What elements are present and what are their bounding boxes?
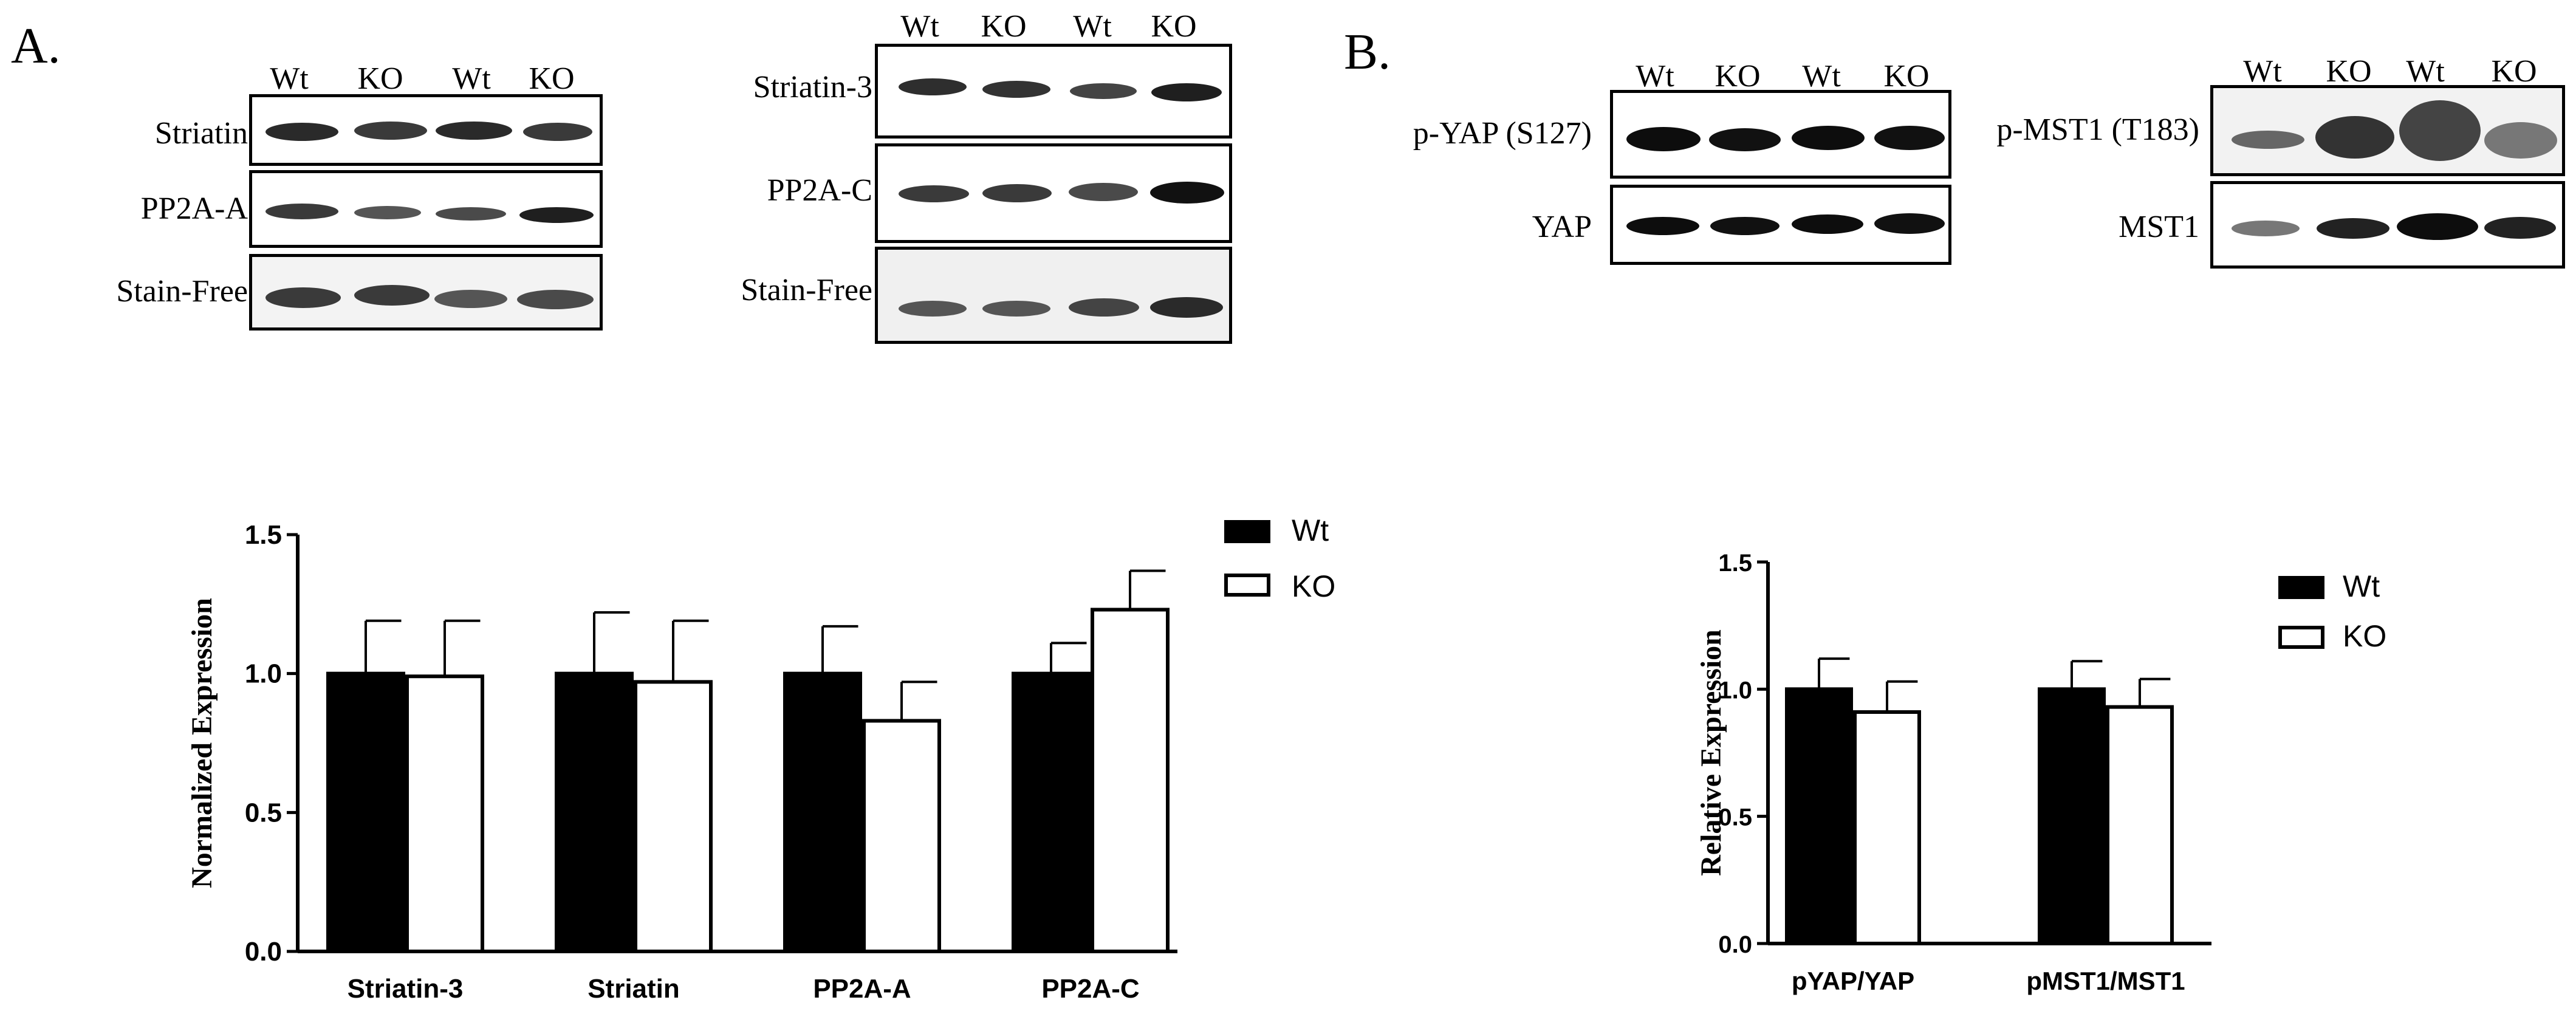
blot-strip-striatin [249, 94, 603, 166]
lane-label: Wt [452, 61, 491, 96]
y-axis-label: Relative Expression [1695, 629, 1727, 876]
panel-a-letter: A. [11, 18, 61, 74]
category-label: pYAP/YAP [1792, 967, 1914, 995]
row-label: Stain-Free [741, 273, 872, 307]
panel-b-letter: B. [1344, 24, 1391, 80]
y-tick-label: 1.5 [1718, 550, 1752, 577]
row-label: p-YAP (S127) [1413, 116, 1592, 151]
lane-label: Wt [2406, 54, 2445, 89]
row-label: p-MST1 (T183) [1996, 112, 2199, 147]
category-label: Striatin-3 [348, 974, 464, 1004]
row-label: Striatin-3 [753, 70, 872, 104]
row-label: PP2A-A [140, 191, 248, 226]
blot-strip-yap [1610, 185, 1951, 265]
category-label: PP2A-A [813, 974, 911, 1004]
lane-label: Wt [1073, 9, 1112, 44]
y-tick-label: 0.0 [1718, 931, 1752, 958]
row-label: MST1 [2119, 210, 2199, 244]
bar-wt [783, 671, 862, 953]
bar-ko [1091, 608, 1170, 953]
legend-label-ko: KO [1292, 569, 1336, 603]
y-tick-label: 1.0 [1718, 677, 1752, 704]
legend-swatch-wt [1224, 520, 1270, 543]
legend-label-ko: KO [2343, 619, 2387, 653]
row-label: PP2A-C [767, 173, 872, 208]
lane-label: KO [1151, 9, 1197, 44]
lane-label: Wt [1802, 59, 1841, 94]
bar-wt [555, 671, 634, 953]
row-label: YAP [1532, 210, 1592, 244]
lane-label: KO [1714, 59, 1761, 94]
y-tick-label: 1.5 [245, 520, 282, 550]
category-label: PP2A-C [1041, 974, 1139, 1004]
bar-wt [1012, 671, 1091, 953]
legend-swatch-wt [2278, 576, 2324, 599]
legend-label-wt: Wt [2343, 569, 2380, 603]
lane-label: Wt [900, 9, 939, 44]
blot-strip-mst1 [2210, 181, 2565, 269]
lane-label: Wt [2243, 54, 2282, 89]
category-label: pMST1/MST1 [2026, 967, 2185, 995]
bar-ko [1853, 710, 1921, 945]
lane-label: Wt [270, 61, 309, 96]
y-tick-label: 1.0 [245, 659, 282, 689]
bar-ko [634, 680, 713, 954]
lane-label: KO [1883, 59, 1930, 94]
y-axis-label: Normalized Expression [186, 598, 218, 888]
row-label: Stain-Free [116, 274, 248, 309]
lane-label: Wt [1636, 59, 1674, 94]
bar-ko [862, 719, 941, 953]
bar-ko [405, 674, 484, 953]
y-tick-label: 0.0 [245, 937, 282, 967]
blot-strip-stain-free [249, 254, 603, 331]
legend-label-wt: Wt [1292, 513, 1329, 547]
bar-wt [1785, 687, 1853, 946]
lane-label: KO [357, 61, 403, 96]
bar-wt [326, 671, 405, 953]
lane-label: KO [2326, 54, 2372, 89]
lane-label: KO [2491, 54, 2537, 89]
blot-strip-stain-free [875, 247, 1232, 344]
row-label: Striatin [154, 116, 248, 151]
y-tick-label: 0.5 [245, 798, 282, 827]
blot-strip-pp2a-c [875, 143, 1232, 243]
bar-wt [2038, 687, 2106, 946]
lane-label: KO [529, 61, 575, 96]
blot-strip-p-yap [1610, 90, 1951, 179]
legend-swatch-ko [2278, 626, 2324, 649]
lane-label: KO [981, 9, 1027, 44]
blot-strip-p-mst1 [2210, 85, 2565, 176]
bar-ko [2106, 705, 2174, 945]
blot-strip-striatin-3 [875, 44, 1232, 139]
y-tick-label: 0.5 [1718, 804, 1752, 831]
blot-strip-pp2a-a [249, 170, 603, 248]
category-label: Striatin [587, 974, 680, 1004]
legend-swatch-ko [1224, 574, 1270, 597]
